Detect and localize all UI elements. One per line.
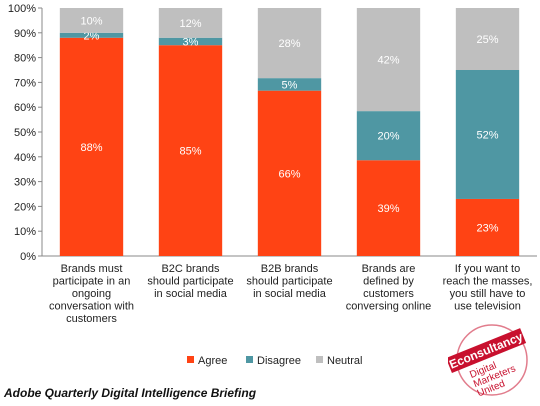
bar-segment-neutral xyxy=(257,8,322,79)
x-category-label: B2B brands xyxy=(261,263,319,275)
bar-segment-agree xyxy=(356,160,421,256)
legend-label-neutral: Neutral xyxy=(327,355,362,367)
bar-segment-disagree xyxy=(59,32,124,38)
y-tick-label: 100% xyxy=(8,3,36,15)
bar-segment-neutral xyxy=(59,8,124,33)
data-label-agree: 88% xyxy=(80,142,102,154)
data-label-disagree: 3% xyxy=(183,36,199,48)
bar-segment-agree xyxy=(59,37,124,257)
x-category-label: you still have to xyxy=(450,288,526,300)
bar-segment-disagree xyxy=(257,78,322,91)
stacked-bar-chart: 0% 10% 20% 30% 40% 50% 60% 70% 80% 90% 100% 88% 2% 1… xyxy=(8,3,537,367)
legend: Agree Disagree Neutral xyxy=(187,355,362,367)
data-label-agree: 39% xyxy=(377,203,399,215)
data-label-disagree: 52% xyxy=(476,129,498,141)
legend-swatch-agree xyxy=(187,356,194,363)
x-category-label: use television xyxy=(454,301,521,313)
y-tick-label: 60% xyxy=(14,102,36,114)
y-axis: 0% 10% 20% 30% 40% 50% 60% 70% 80% 90% 100% xyxy=(8,3,537,263)
bar-segment-disagree xyxy=(356,111,421,161)
x-category-label: should participate xyxy=(246,276,332,288)
x-category-label: in social media xyxy=(154,288,228,300)
x-category-label: ongoing xyxy=(72,288,111,300)
data-label-agree: 23% xyxy=(476,222,498,234)
x-category-label: conversing online xyxy=(346,301,432,313)
x-category-label: Brands are xyxy=(362,263,416,275)
bar-segment-agree xyxy=(158,45,223,257)
y-tick-label: 50% xyxy=(14,127,36,139)
y-tick-label: 40% xyxy=(14,152,36,164)
y-tick-label: 30% xyxy=(14,177,36,189)
bar-segment-agree xyxy=(455,198,520,256)
data-label-agree: 66% xyxy=(278,168,300,180)
data-label-neutral: 12% xyxy=(179,18,201,30)
y-tick-label: 0% xyxy=(20,251,36,263)
legend-swatch-disagree xyxy=(246,356,253,363)
data-label-neutral: 25% xyxy=(476,34,498,46)
x-category-label: conversation with xyxy=(49,301,134,313)
econsultancy-logo: Econsultancy Digital Marketers United xyxy=(448,324,528,398)
source-note: Adobe Quarterly Digital Intelligence Bri… xyxy=(4,386,257,400)
x-category-label: customers xyxy=(66,313,117,325)
bar-segment-neutral xyxy=(455,8,520,70)
data-label-agree: 85% xyxy=(179,146,201,158)
data-label-disagree: 5% xyxy=(282,79,298,91)
x-category-label: customers xyxy=(363,288,414,300)
bar-segment-agree xyxy=(257,90,322,257)
data-label-disagree: 2% xyxy=(84,30,100,42)
y-tick-label: 10% xyxy=(14,226,36,238)
x-category-label: should participate xyxy=(147,276,233,288)
x-category-label: reach the masses, xyxy=(443,276,533,288)
bars: 88% 2% 10% 85% 3% 12% 66% 5% 28% 39% 20% 42% 23% 52% 2… xyxy=(59,8,520,257)
x-category-label: Brands must xyxy=(61,263,123,275)
data-label-disagree: 20% xyxy=(377,131,399,143)
y-tick-label: 70% xyxy=(14,77,36,89)
x-category-label: If you want to xyxy=(455,263,520,275)
y-tick-label: 80% xyxy=(14,53,36,65)
bar-segment-disagree xyxy=(455,70,520,199)
legend-label-agree: Agree xyxy=(198,355,227,367)
legend-label-disagree: Disagree xyxy=(257,355,301,367)
bar-segment-neutral xyxy=(356,8,421,112)
y-tick-label: 20% xyxy=(14,201,36,213)
bar-segment-neutral xyxy=(158,8,223,38)
data-label-neutral: 28% xyxy=(278,38,300,50)
y-tick-label: 90% xyxy=(14,28,36,40)
data-label-neutral: 42% xyxy=(377,55,399,67)
x-category-label: participate in an xyxy=(53,276,131,288)
legend-swatch-neutral xyxy=(316,356,323,363)
data-label-neutral: 10% xyxy=(80,15,102,27)
x-category-label: B2C brands xyxy=(161,263,220,275)
x-category-label: in social media xyxy=(253,288,327,300)
x-category-label: defined by xyxy=(363,276,414,288)
bar-segment-disagree xyxy=(158,37,223,46)
